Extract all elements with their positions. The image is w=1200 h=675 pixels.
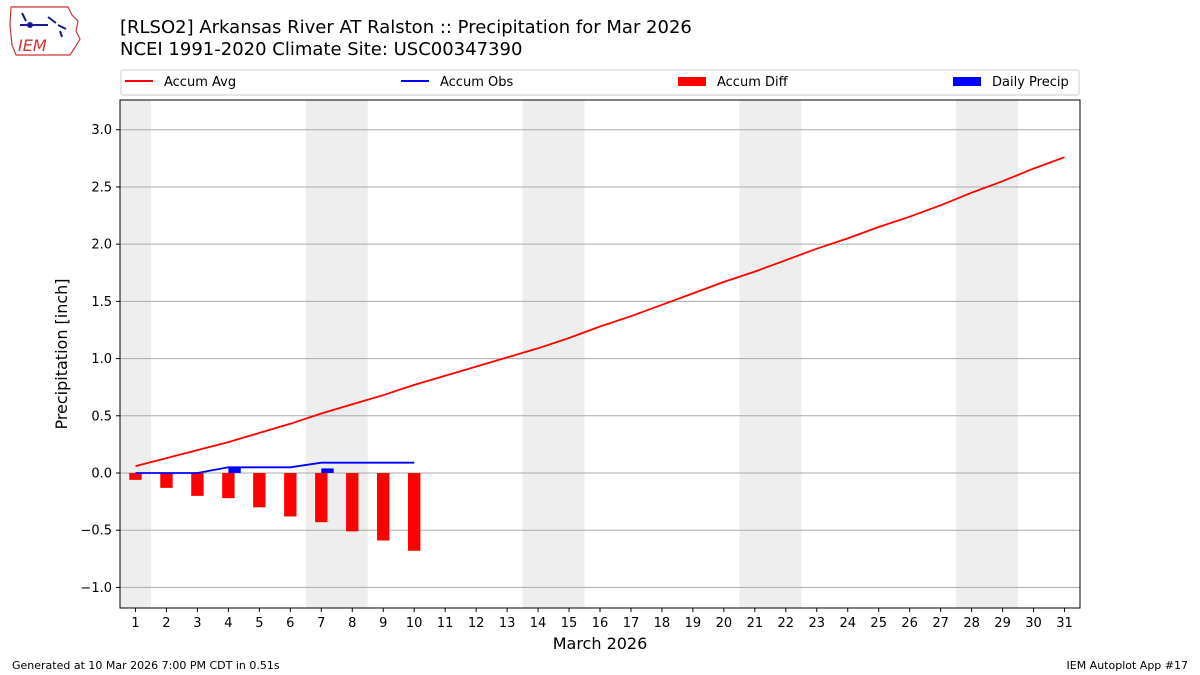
- accum-diff-bar: [191, 472, 204, 496]
- accum-diff-bar: [222, 472, 235, 499]
- x-axis-label: March 2026: [553, 634, 648, 653]
- chart-title-line1: [RLSO2] Arkansas River AT Ralston :: Pre…: [120, 17, 692, 38]
- plot-frame: [119, 99, 1081, 609]
- legend-label: Accum Obs: [440, 75, 513, 90]
- accum-diff-bar: [346, 472, 359, 532]
- x-tick-label: 9: [379, 616, 387, 631]
- weekend-shade: [120, 100, 151, 608]
- x-tick-label: 19: [685, 616, 702, 631]
- legend-box: [120, 69, 1080, 96]
- legend-bar-swatch: [678, 77, 706, 86]
- accum-diff-bar: [408, 472, 421, 551]
- legend-label: Accum Diff: [717, 75, 789, 90]
- iem-logo: IEM: [9, 6, 81, 56]
- x-tick-label: 8: [348, 616, 356, 631]
- x-tick-label: 31: [1056, 616, 1073, 631]
- legend-label: Accum Avg: [164, 75, 236, 90]
- x-tick-label: 3: [193, 616, 201, 631]
- x-tick-label: 5: [255, 616, 263, 631]
- logo-text: IEM: [18, 36, 47, 55]
- weekend-shade: [739, 100, 802, 608]
- legend-label: Daily Precip: [992, 75, 1069, 90]
- x-tick-label: 25: [870, 616, 887, 631]
- y-tick-label: −0.5: [80, 524, 112, 539]
- x-tick-label: 4: [224, 616, 232, 631]
- y-tick-label: 0.0: [91, 466, 112, 481]
- accum-diff-bar: [377, 472, 390, 541]
- iowa-map-icon: [9, 6, 81, 56]
- weekend-shade: [956, 100, 1019, 608]
- x-tick-label: 30: [1025, 616, 1042, 631]
- x-tick-label: 10: [406, 616, 423, 631]
- footer-generated-text: Generated at 10 Mar 2026 7:00 PM CDT in …: [12, 659, 280, 672]
- y-tick-label: 2.0: [91, 238, 112, 253]
- x-tick-label: 13: [499, 616, 516, 631]
- y-axis-label: Precipitation [inch]: [52, 278, 71, 429]
- accum-diff-bar: [253, 472, 266, 508]
- y-tick-label: 2.5: [91, 180, 112, 195]
- accum-diff-bar: [129, 472, 142, 480]
- accum-avg-line: [135, 156, 1065, 467]
- footer-app-label: IEM Autoplot App #17: [1066, 659, 1189, 672]
- x-tick-label: 18: [654, 616, 671, 631]
- y-tick-label: 3.0: [91, 123, 112, 138]
- weekend-shade: [522, 100, 585, 608]
- legend-bar-swatch: [953, 77, 981, 86]
- x-tick-label: 14: [530, 616, 547, 631]
- y-tick-label: 1.5: [91, 295, 112, 310]
- x-tick-label: 28: [963, 616, 980, 631]
- accum-diff-bar: [160, 472, 173, 488]
- x-tick-label: 11: [437, 616, 454, 631]
- x-tick-label: 23: [809, 616, 826, 631]
- y-tick-label: 1.0: [91, 352, 112, 367]
- x-tick-label: 22: [778, 616, 795, 631]
- weather-symbols-icon: [20, 12, 67, 38]
- x-tick-label: 6: [286, 616, 294, 631]
- daily-precip-bar: [321, 468, 334, 473]
- x-tick-label: 24: [839, 616, 856, 631]
- y-tick-label: −1.0: [80, 581, 112, 596]
- x-tick-label: 1: [131, 616, 139, 631]
- x-tick-label: 21: [747, 616, 764, 631]
- chart-title: [RLSO2] Arkansas River AT Ralston :: Pre…: [120, 17, 692, 61]
- x-tick-label: 7: [317, 616, 325, 631]
- x-tick-label: 16: [592, 616, 609, 631]
- chart-title-line2: NCEI 1991-2020 Climate Site: USC00347390: [120, 39, 523, 60]
- weekend-shade: [305, 100, 368, 608]
- y-tick-label: 0.5: [91, 409, 112, 424]
- x-tick-label: 26: [901, 616, 918, 631]
- x-tick-label: 17: [623, 616, 640, 631]
- x-tick-label: 2: [162, 616, 170, 631]
- accum-obs-line: [135, 461, 415, 474]
- accum-diff-bar: [315, 472, 328, 523]
- x-tick-label: 15: [561, 616, 578, 631]
- x-tick-label: 27: [932, 616, 949, 631]
- x-tick-label: 29: [994, 616, 1011, 631]
- daily-precip-bar: [228, 467, 241, 473]
- x-tick-label: 20: [716, 616, 733, 631]
- accum-diff-bar: [284, 472, 297, 517]
- x-tick-label: 12: [468, 616, 485, 631]
